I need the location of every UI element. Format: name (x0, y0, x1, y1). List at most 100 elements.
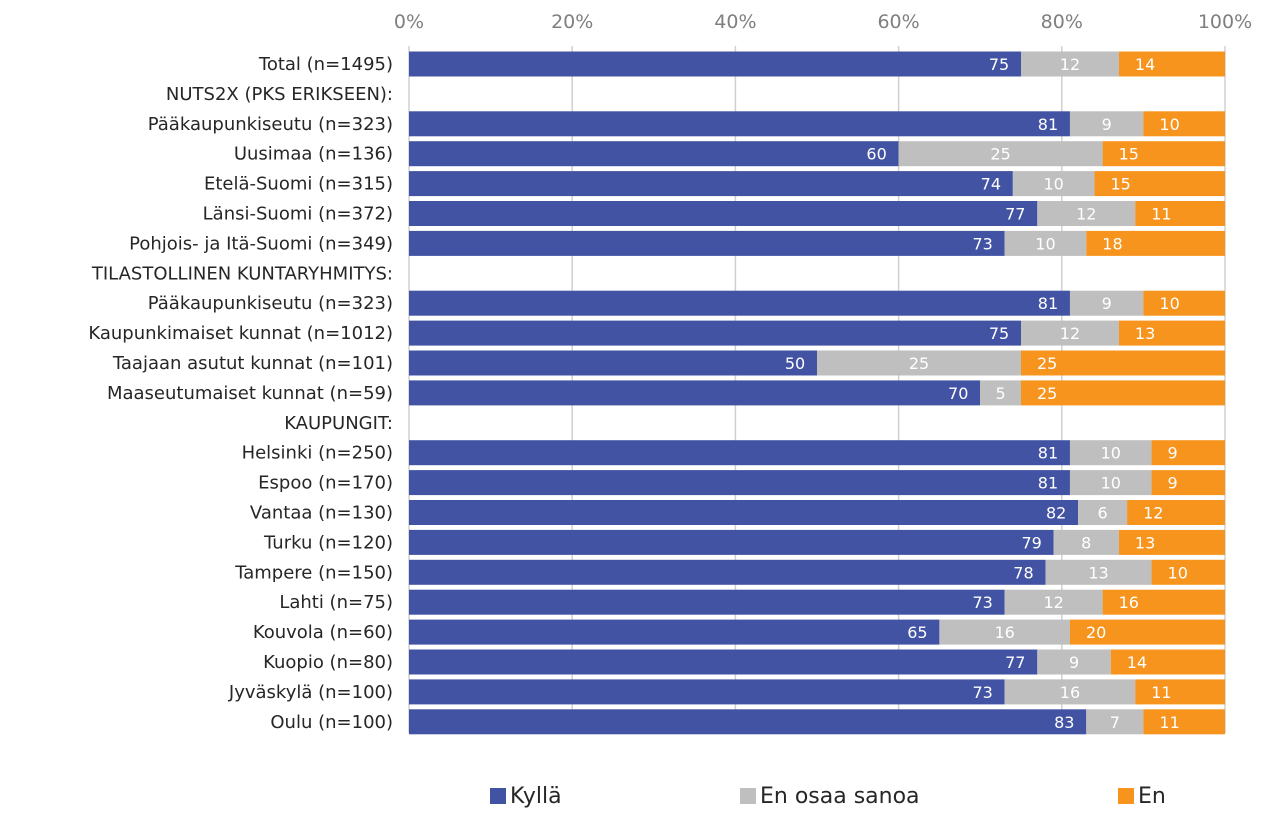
data-label: 16 (995, 623, 1015, 642)
category-label: Uusimaa (n=136) (234, 144, 393, 165)
bar-segment (409, 679, 1005, 705)
data-label: 14 (1135, 55, 1155, 74)
bar-segment (1086, 230, 1225, 256)
bar-segment (1004, 589, 1103, 615)
bar-segment (1102, 589, 1225, 615)
bar-segment (1086, 709, 1144, 735)
bar-segment (1127, 500, 1225, 525)
data-label: 10 (1043, 175, 1063, 194)
legend-swatch (1118, 788, 1134, 804)
legend-label: En (1138, 784, 1166, 809)
data-label: 9 (1168, 474, 1178, 493)
bar-segment (1143, 111, 1225, 137)
data-label: 10 (1159, 294, 1179, 313)
data-label: 8 (1081, 533, 1091, 552)
bar-segment (1078, 500, 1128, 525)
bar-segment (1151, 440, 1225, 466)
category-label: Total (n=1495) (258, 54, 393, 75)
bar-segment (1069, 290, 1144, 316)
bar-segment (409, 649, 1038, 675)
bar-segment (409, 380, 981, 406)
legend-swatch (740, 788, 756, 804)
category-label: Oulu (n=100) (270, 712, 393, 733)
data-label: 25 (1037, 354, 1057, 373)
data-label: 10 (1101, 474, 1121, 493)
data-label: 11 (1151, 683, 1171, 702)
bar-segment (1151, 470, 1225, 496)
bar-segment (1094, 171, 1225, 197)
bar-segment (1069, 111, 1144, 137)
data-label: 60 (866, 145, 886, 164)
bar-segment (409, 51, 1021, 77)
bar-segment (1021, 51, 1119, 77)
legend-swatch (490, 788, 506, 804)
data-label: 73 (973, 683, 993, 702)
data-label: 77 (1005, 205, 1025, 224)
data-label: 18 (1102, 234, 1122, 253)
x-tick-label: 40% (714, 11, 756, 33)
x-tick-label: 20% (551, 11, 593, 33)
data-label: 6 (1098, 504, 1108, 523)
data-label: 25 (909, 354, 929, 373)
bar-segment (1069, 619, 1225, 645)
bar-segment (409, 470, 1070, 496)
bar-segment (1151, 559, 1225, 585)
x-tick-label: 100% (1198, 11, 1252, 33)
bar-segment (409, 529, 1054, 555)
data-label: 75 (989, 55, 1009, 74)
data-label: 79 (1021, 533, 1041, 552)
category-label: Kouvola (n=60) (253, 622, 393, 643)
bar-segment (409, 589, 1005, 615)
bar-segment (1143, 709, 1225, 735)
data-label: 10 (1035, 234, 1055, 253)
data-label: 81 (1038, 115, 1058, 134)
bar-segment (409, 290, 1070, 316)
bar-segment (409, 500, 1079, 525)
category-label: TILASTOLLINEN KUNTARYHMITYS: (91, 263, 393, 284)
bar-segment (409, 141, 899, 167)
data-label: 9 (1168, 444, 1178, 463)
data-label: 13 (1088, 563, 1108, 582)
bar-segment (1135, 201, 1225, 226)
category-label: Kuopio (n=80) (263, 652, 393, 673)
bar-segment (409, 709, 1087, 735)
data-label: 12 (1143, 504, 1163, 523)
bar-segment (1037, 201, 1136, 226)
data-label: 83 (1054, 713, 1074, 732)
bar-segment (1118, 51, 1225, 77)
bar-segment (1004, 230, 1087, 256)
data-label: 78 (1013, 563, 1033, 582)
data-label: 25 (1037, 384, 1057, 403)
data-label: 10 (1168, 563, 1188, 582)
x-axis-ticks: 0% 20% 40% 60% 80% 100% (394, 11, 1252, 33)
data-label: 20 (1086, 623, 1106, 642)
bar-segment (1069, 440, 1152, 466)
data-label: 9 (1102, 294, 1112, 313)
bar-segment (1037, 649, 1111, 675)
data-label: 13 (1135, 533, 1155, 552)
x-tick-label: 0% (394, 11, 424, 33)
data-label: 7 (1110, 713, 1120, 732)
bar-segment (409, 201, 1038, 226)
legend-label: Kyllä (510, 784, 562, 809)
bar-segment (1021, 350, 1225, 376)
category-label: Taajaan asutut kunnat (n=101) (112, 353, 393, 374)
bar-segment (1118, 320, 1225, 346)
data-label: 15 (1110, 175, 1130, 194)
category-label: Pohjois- ja Itä-Suomi (n=349) (129, 233, 393, 254)
legend-label: En osaa sanoa (760, 784, 920, 809)
data-label: 11 (1159, 713, 1179, 732)
bar-segment (1053, 529, 1119, 555)
bar-segment (409, 619, 940, 645)
data-label: 25 (990, 145, 1010, 164)
category-labels: Total (n=1495) NUTS2X (PKS ERIKSEEN): Pääk… (88, 54, 393, 733)
bar-segment (409, 230, 1005, 256)
x-tick-label: 60% (877, 11, 919, 33)
data-label: 65 (907, 623, 927, 642)
data-label: 12 (1060, 55, 1080, 74)
data-label: 70 (948, 384, 968, 403)
category-label: Tampere (n=150) (234, 562, 393, 583)
data-label: 12 (1076, 205, 1096, 224)
category-label: Pääkaupunkiseutu (n=323) (148, 293, 393, 314)
